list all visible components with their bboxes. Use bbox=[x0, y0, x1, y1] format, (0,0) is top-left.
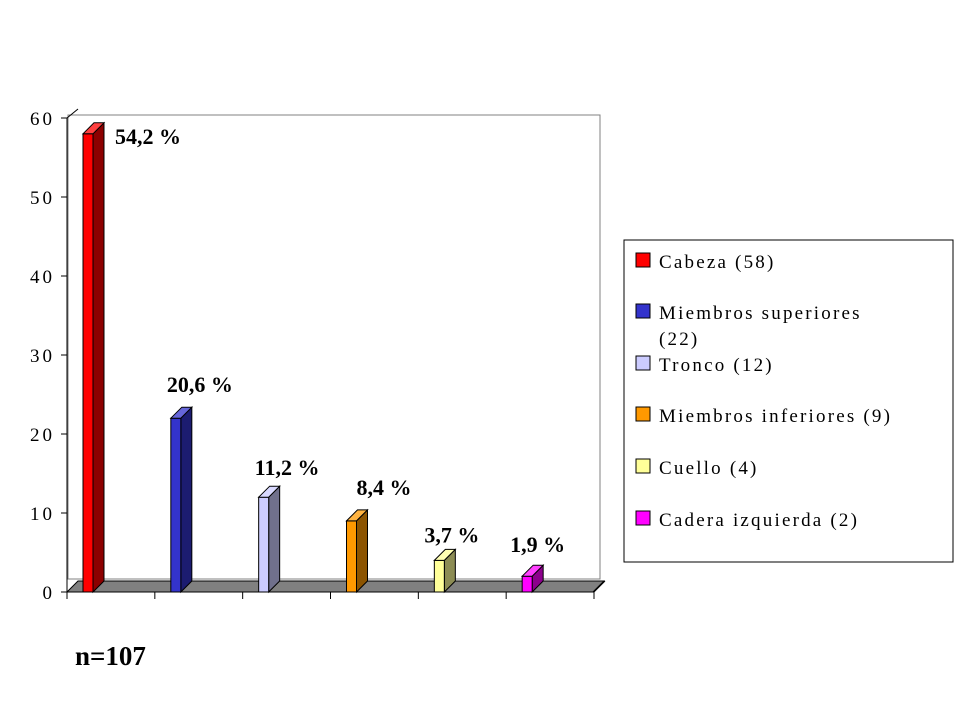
plot-area-frame bbox=[67, 114, 601, 580]
bar-side-face bbox=[92, 121, 105, 594]
bar-front-face bbox=[346, 520, 357, 593]
bar-4 bbox=[345, 508, 369, 594]
data-label-4: 8,4 % bbox=[357, 475, 412, 500]
legend-swatch-3 bbox=[635, 355, 651, 371]
bar-top-face bbox=[520, 564, 545, 577]
bar-2 bbox=[169, 405, 194, 594]
data-label-1: 54,2 % bbox=[115, 124, 181, 149]
bar-front-face bbox=[521, 575, 533, 593]
data-label-6: 1,9 % bbox=[510, 532, 565, 557]
data-label-3: 11,2 % bbox=[255, 455, 320, 480]
data-label-2: 20,6 % bbox=[167, 372, 233, 397]
legend-swatch-2 bbox=[635, 303, 651, 319]
bar-side-face bbox=[356, 508, 368, 594]
legend-label-2: (22) bbox=[659, 329, 699, 350]
plot-back-wall bbox=[67, 114, 601, 580]
bar-5 bbox=[433, 548, 457, 594]
bar-top-face bbox=[169, 406, 194, 419]
bar-3 bbox=[257, 484, 281, 594]
y-tick-label: 40 bbox=[30, 267, 55, 288]
y-axis: 0 10 20 30 40 50 60 bbox=[30, 108, 79, 604]
sample-size-note: n=107 bbox=[75, 641, 146, 671]
bar-1 bbox=[81, 121, 106, 594]
legend-swatch-4 bbox=[635, 406, 651, 422]
x-axis-depth-line bbox=[593, 580, 606, 593]
bar-front-face bbox=[82, 133, 94, 593]
y-tick-label: 20 bbox=[30, 425, 55, 446]
legend-label-4: Miembros inferiores (9) bbox=[659, 406, 892, 427]
bar-top-face bbox=[433, 548, 457, 561]
bar-6 bbox=[520, 563, 545, 594]
legend-label-1: Cabeza (58) bbox=[659, 252, 776, 273]
legend-swatch-6 bbox=[635, 510, 651, 526]
bar-front-face bbox=[433, 559, 445, 593]
bar-top-face bbox=[345, 509, 369, 522]
y-axis-depth-line bbox=[66, 108, 79, 119]
legend-label-6: Cadera izquierda (2) bbox=[659, 510, 859, 531]
bar-front-face bbox=[258, 496, 270, 593]
legend-box bbox=[623, 239, 954, 563]
data-label-5: 3,7 % bbox=[424, 522, 479, 547]
y-tick-label: 0 bbox=[43, 583, 56, 604]
legend-label-3: Tronco (12) bbox=[659, 355, 774, 376]
y-tick-label: 30 bbox=[30, 346, 55, 367]
y-tick-label: 50 bbox=[30, 188, 55, 209]
bar-side-face bbox=[180, 405, 193, 594]
data-labels: 54,2 % 20,6 % 11,2 % 8,4 % 3,7 % 1,9 % bbox=[115, 124, 565, 557]
legend-swatch-5 bbox=[635, 458, 651, 474]
legend-label-2: Miembros superiores bbox=[659, 303, 862, 324]
bar-top-face bbox=[81, 122, 106, 135]
legend-swatch-1 bbox=[635, 252, 651, 268]
y-tick-label: 60 bbox=[30, 109, 55, 130]
bar-side-face bbox=[268, 484, 281, 594]
legend-label-5: Cuello (4) bbox=[659, 458, 759, 479]
y-tick-label: 10 bbox=[30, 504, 55, 525]
x-axis bbox=[66, 580, 606, 599]
bar-front-face bbox=[170, 417, 182, 593]
bars bbox=[81, 121, 545, 594]
bar-top-face bbox=[257, 485, 281, 498]
legend: Cabeza (58) Miembros superiores (22) Tronco… bbox=[623, 239, 954, 563]
